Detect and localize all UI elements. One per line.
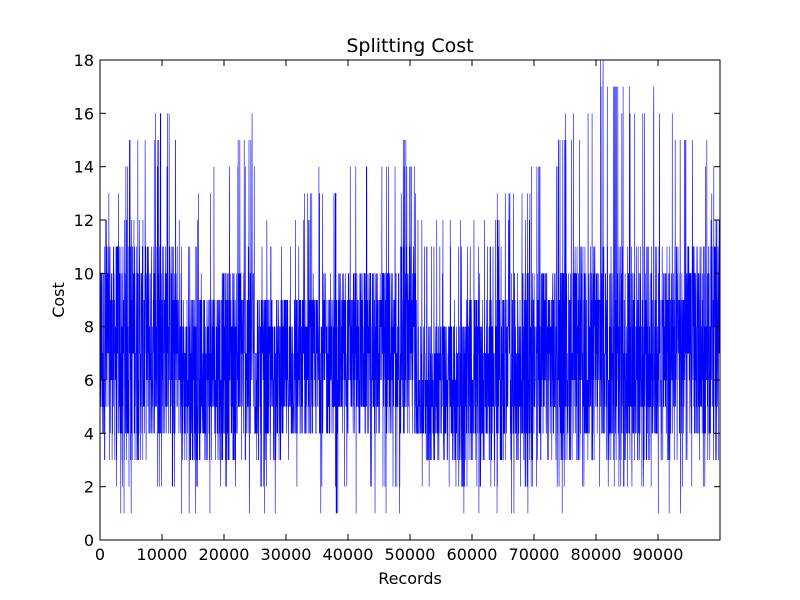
x-tick-label: 30000 [261, 545, 312, 564]
series-line [100, 60, 720, 514]
y-tick-label: 0 [84, 531, 94, 550]
y-tick-label: 14 [74, 158, 94, 177]
x-tick-label: 50000 [385, 545, 436, 564]
y-tick-label: 8 [84, 318, 94, 337]
x-tick-label: 80000 [571, 545, 622, 564]
y-tick-label: 12 [74, 211, 94, 230]
chart-title: Splitting Cost [346, 35, 473, 57]
x-tick-label: 60000 [447, 545, 498, 564]
y-tick-label: 16 [74, 104, 94, 123]
x-tick-label: 70000 [509, 545, 560, 564]
x-tick-label: 10000 [137, 545, 188, 564]
x-tick-label: 0 [95, 545, 105, 564]
y-tick-label: 18 [74, 51, 94, 70]
y-tick-label: 10 [74, 264, 94, 283]
y-tick-label: 2 [84, 478, 94, 497]
y-tick-label: 6 [84, 371, 94, 390]
series-line-group [100, 60, 720, 514]
x-axis-label: Records [378, 569, 442, 588]
x-tick-label: 20000 [199, 545, 250, 564]
y-axis: 0 2 4 6 8 10 12 14 16 18 [74, 51, 720, 550]
x-tick-label: 90000 [633, 545, 684, 564]
x-tick-label: 40000 [323, 545, 374, 564]
x-axis: 0 10000 20000 30000 40000 50000 60000 70000 8000… [95, 60, 684, 564]
y-tick-label: 4 [84, 424, 94, 443]
y-axis-label: Cost [49, 282, 68, 318]
